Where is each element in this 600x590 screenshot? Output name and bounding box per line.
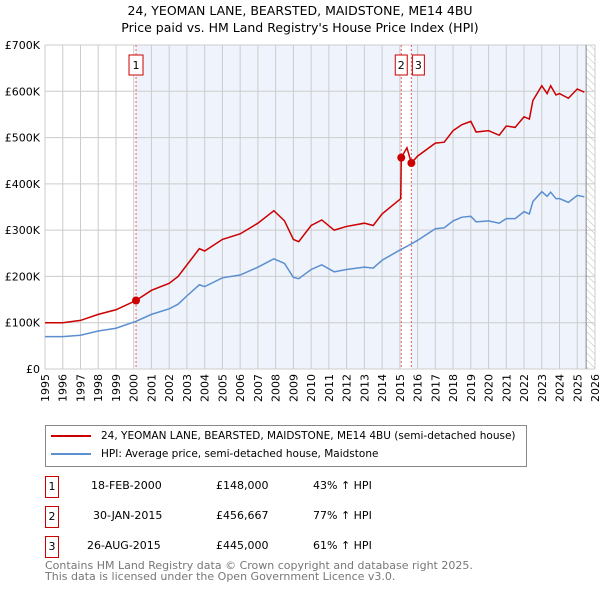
x-tick-label: 2016 bbox=[412, 374, 425, 402]
y-tick-label: £400K bbox=[5, 178, 41, 191]
x-tick-label: 2013 bbox=[358, 374, 371, 402]
transaction-number: 3 bbox=[45, 536, 59, 558]
sale-point bbox=[397, 153, 406, 162]
x-tick-label: 1995 bbox=[39, 374, 52, 402]
chart-title: 24, YEOMAN LANE, BEARSTED, MAIDSTONE, ME… bbox=[127, 3, 473, 18]
x-tick-label: 2015 bbox=[394, 374, 407, 402]
price-chart: 1995 1996 1997 1998 1999 2000 2001 2002 2003 2004… bbox=[5, 39, 600, 402]
series-line bbox=[45, 84, 585, 324]
x-tick-label: 1996 bbox=[57, 374, 70, 402]
x-tick-label: 2011 bbox=[323, 374, 336, 402]
footer: Contains HM Land Registry data © Crown c… bbox=[45, 560, 473, 582]
sale-point bbox=[407, 159, 416, 168]
y-tick-label: £700K bbox=[5, 39, 41, 52]
sale-label: 1 bbox=[133, 59, 140, 72]
x-tick-label: 2004 bbox=[199, 374, 212, 402]
transaction-date: 30-JAN-2015 bbox=[93, 509, 163, 522]
legend-swatch-hpi bbox=[51, 453, 91, 455]
y-tick-label: £200K bbox=[5, 270, 41, 283]
transaction-row: 3 26-AUG-2015 £445,000 61% ↑ HPI bbox=[45, 536, 545, 558]
x-tick-label: 2010 bbox=[305, 374, 318, 402]
x-tick-label: 1998 bbox=[92, 374, 105, 402]
x-tick-label: 2020 bbox=[483, 374, 496, 402]
x-tick-label: 2008 bbox=[270, 374, 283, 402]
legend-label-hpi: HPI: Average price, semi-detached house,… bbox=[101, 448, 379, 460]
x-tick-label: 2012 bbox=[341, 374, 354, 402]
y-tick-label: £100K bbox=[5, 317, 41, 330]
sale-label: 3 bbox=[415, 59, 422, 72]
transaction-hpi: 61% ↑ HPI bbox=[313, 539, 372, 552]
x-tick-label: 2024 bbox=[554, 374, 567, 402]
chart-subtitle: Price paid vs. HM Land Registry's House … bbox=[121, 20, 479, 35]
x-tick-label: 2001 bbox=[145, 374, 158, 402]
footer-line-2: This data is licensed under the Open Gov… bbox=[45, 570, 396, 583]
y-tick-label: £0 bbox=[26, 363, 40, 376]
x-tick-label: 2026 bbox=[589, 374, 600, 402]
y-tick-label: £300K bbox=[5, 224, 41, 237]
x-tick-label: 2002 bbox=[163, 374, 176, 402]
footer-line-1: Contains HM Land Registry data © Crown c… bbox=[45, 559, 473, 572]
transaction-date: 18-FEB-2000 bbox=[91, 479, 162, 492]
ownership-shade-2 bbox=[411, 45, 587, 369]
transaction-date: 26-AUG-2015 bbox=[87, 539, 161, 552]
forecast-hatch bbox=[586, 45, 595, 369]
transaction-hpi: 43% ↑ HPI bbox=[313, 479, 372, 492]
x-tick-label: 2007 bbox=[252, 374, 265, 402]
transaction-number: 2 bbox=[45, 506, 59, 528]
transaction-price: £456,667 bbox=[216, 509, 269, 522]
x-tick-label: 2000 bbox=[128, 374, 141, 402]
x-tick-label: 2025 bbox=[571, 374, 584, 402]
sale-label-box bbox=[411, 54, 425, 76]
x-tick-label: 2023 bbox=[536, 374, 549, 402]
sale-label-box bbox=[128, 54, 144, 76]
x-tick-label: 1997 bbox=[74, 374, 87, 402]
sale-label: 2 bbox=[398, 59, 405, 72]
x-tick-label: 2021 bbox=[500, 374, 513, 402]
transaction-row: 2 30-JAN-2015 £456,667 77% ↑ HPI bbox=[45, 506, 545, 528]
sale-point bbox=[132, 296, 141, 305]
x-tick-label: 2019 bbox=[465, 374, 478, 402]
x-tick-label: 1999 bbox=[110, 374, 123, 402]
transaction-price: £445,000 bbox=[216, 539, 269, 552]
sale-label-box bbox=[394, 54, 408, 76]
legend-label-property: 24, YEOMAN LANE, BEARSTED, MAIDSTONE, ME… bbox=[101, 430, 516, 442]
x-tick-label: 2009 bbox=[287, 374, 300, 402]
x-tick-label: 2014 bbox=[376, 374, 389, 402]
legend-swatch-property bbox=[51, 435, 91, 437]
x-tick-label: 2022 bbox=[518, 374, 531, 402]
x-tick-label: 2018 bbox=[447, 374, 460, 402]
x-tick-label: 2006 bbox=[234, 374, 247, 402]
x-tick-label: 2003 bbox=[181, 374, 194, 402]
y-tick-label: £600K bbox=[5, 85, 41, 98]
transaction-price: £148,000 bbox=[216, 479, 269, 492]
ownership-shade-1 bbox=[136, 45, 402, 369]
legend: 24, YEOMAN LANE, BEARSTED, MAIDSTONE, ME… bbox=[45, 425, 527, 467]
transaction-row: 1 18-FEB-2000 £148,000 43% ↑ HPI bbox=[45, 476, 545, 498]
x-tick-label: 2017 bbox=[429, 374, 442, 402]
y-tick-label: £500K bbox=[5, 132, 41, 145]
transaction-hpi: 77% ↑ HPI bbox=[313, 509, 372, 522]
series-line bbox=[45, 190, 585, 338]
x-tick-label: 2005 bbox=[216, 374, 229, 402]
transaction-number: 1 bbox=[45, 476, 59, 498]
